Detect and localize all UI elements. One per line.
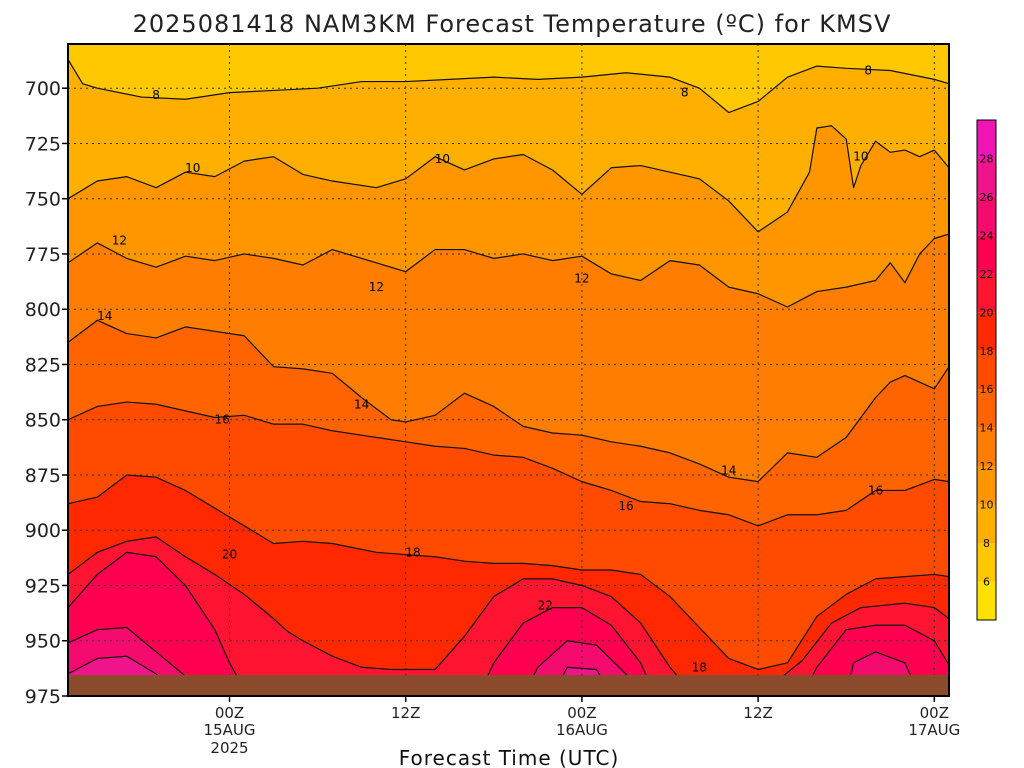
colorbar-swatch-1	[977, 543, 996, 582]
isotherm-label-12: 12	[369, 280, 384, 294]
colorbar-label-6: 6	[983, 576, 990, 589]
band-above-20	[68, 536, 949, 696]
isotherm-label-16: 16	[618, 499, 633, 513]
y-tick-label-900: 900	[25, 520, 61, 542]
colorbar-label-28: 28	[980, 152, 994, 165]
isotherm-12	[68, 233, 949, 308]
isotherm-label-8: 8	[152, 88, 160, 102]
x-tick-label-30-l1: 00Z	[567, 704, 596, 722]
colorbar-swatch-4	[977, 427, 996, 467]
isotherm-label-16: 16	[215, 413, 230, 427]
isotherm-label-8: 8	[864, 64, 872, 78]
isotherm-label-14: 14	[354, 397, 369, 411]
plot-frame	[67, 43, 950, 697]
colorbar-label-26: 26	[980, 191, 994, 204]
y-tick-label-825: 825	[25, 354, 61, 376]
isotherm-label-10: 10	[435, 152, 450, 166]
colorbar-label-22: 22	[980, 268, 994, 281]
x-tick-label-6-l1: 00Z	[215, 704, 244, 722]
y-tick-label-775: 775	[25, 244, 61, 266]
isotherm-26	[68, 655, 612, 696]
y-tick-label-850: 850	[25, 410, 61, 432]
isotherm-label-22: 22	[538, 598, 553, 612]
colorbar-label-12: 12	[980, 460, 994, 473]
colorbar-swatch-6	[977, 350, 996, 390]
colorbar-label-14: 14	[980, 422, 994, 435]
gridlines	[68, 44, 949, 696]
isotherm-label-10: 10	[185, 161, 200, 175]
isotherm-24	[68, 626, 921, 696]
colorbar-label-16: 16	[980, 383, 994, 396]
x-axis-title: Forecast Time (UTC)	[399, 746, 620, 768]
x-tick-label-6-l2: 15AUG	[204, 721, 256, 739]
y-tick-label-700: 700	[25, 78, 61, 100]
isotherm-18	[68, 474, 949, 671]
isotherm-labels: 8 8 8 10 10 10 12 12 12 14 14 14 16 16 16 18 18 20 22	[97, 64, 883, 675]
colorbar-label-18: 18	[980, 345, 994, 358]
isotherm-label-14: 14	[721, 464, 736, 478]
colorbar-swatch-11	[977, 158, 996, 197]
isotherm-label-8: 8	[681, 86, 689, 100]
x-tick-label-18-l1: 12Z	[391, 704, 420, 722]
isotherm-lines	[68, 59, 949, 696]
colorbar-swatch-8	[977, 273, 996, 313]
ground-layer	[68, 675, 949, 696]
colorbar-swatch-9	[977, 235, 996, 274]
isotherm-label-20: 20	[222, 548, 237, 562]
y-tick-label-950: 950	[25, 631, 61, 653]
isotherm-14	[68, 319, 949, 483]
y-tick-label-875: 875	[25, 465, 61, 487]
x-tick-label-6-l3: 2025	[210, 739, 248, 757]
colorbar-swatch-2	[977, 504, 996, 544]
isotherm-label-18: 18	[692, 660, 707, 674]
colorbar-label-20: 20	[980, 306, 994, 319]
y-axis: 700 725 750 775 800 825 850 875 900 925 950 975	[25, 78, 68, 708]
isotherm-label-18: 18	[405, 545, 420, 559]
colorbar-swatch-3	[977, 466, 996, 505]
colorbar-swatch-12	[977, 120, 996, 159]
y-tick-label-800: 800	[25, 299, 61, 321]
isotherm-10	[68, 125, 949, 233]
x-tick-label-42-l1: 12Z	[743, 704, 772, 722]
colorbar-swatch-5	[977, 389, 996, 428]
y-tick-label-725: 725	[25, 133, 61, 155]
isotherm-label-14: 14	[97, 309, 112, 323]
colorbar-swatch-10	[977, 196, 996, 236]
isotherm-label-16: 16	[868, 483, 883, 497]
isotherm-16	[68, 401, 949, 527]
y-tick-label-750: 750	[25, 189, 61, 211]
colorbar-swatch-7	[977, 312, 996, 351]
y-tick-label-925: 925	[25, 575, 61, 597]
isotherm-8	[68, 59, 949, 114]
temperature-fill-layer	[68, 44, 949, 696]
isotherm-22	[68, 551, 949, 696]
colorbar-frame	[976, 119, 997, 621]
colorbar-swatch-0	[977, 581, 996, 620]
x-tick-label-30-l2: 16AUG	[556, 721, 608, 739]
isotherm-label-12: 12	[112, 234, 127, 248]
y-tick-label-975: 975	[25, 686, 61, 708]
colorbar-label-10: 10	[980, 499, 994, 512]
isotherm-20	[68, 536, 949, 696]
chart-title: 2025081418 NAM3KM Forecast Temperature (…	[133, 10, 892, 38]
colorbar-label-8: 8	[983, 537, 990, 550]
isotherm-label-12: 12	[574, 271, 589, 285]
colorbar-label-24: 24	[980, 229, 994, 242]
x-tick-label-54-l1: 00Z	[920, 704, 949, 722]
x-tick-label-54-l2: 17AUG	[908, 721, 960, 739]
isotherm-label-10: 10	[853, 150, 868, 164]
colorbar: 6 8 10 12 14 16 18 20 22 24 26 28	[976, 119, 997, 621]
